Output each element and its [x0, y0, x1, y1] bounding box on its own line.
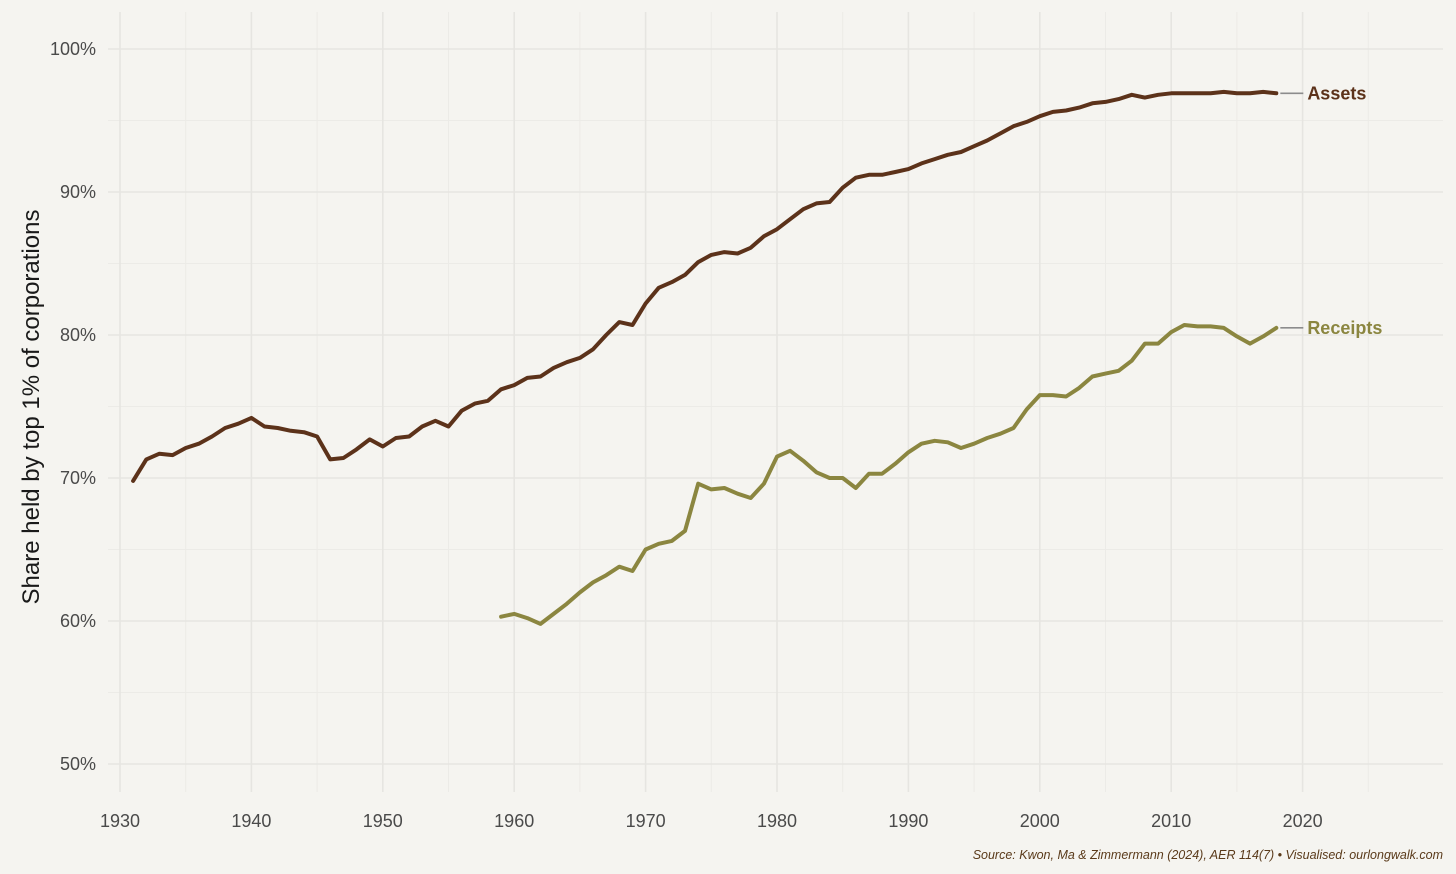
x-tick-label: 1990: [888, 811, 928, 831]
x-tick-label: 2000: [1020, 811, 1060, 831]
series-lines: [131, 89, 1279, 626]
y-tick-label: 100%: [50, 39, 96, 59]
y-axis-ticks: 50% 60% 70% 80% 90% 100%: [50, 39, 96, 774]
x-tick-label: 1940: [231, 811, 271, 831]
x-axis-ticks: 1930 1940 1950 1960 1970 1980 1990 2000 2010 2020: [100, 811, 1323, 831]
y-tick-label: 80%: [60, 325, 96, 345]
major-gridlines: [108, 12, 1443, 792]
y-tick-label: 50%: [60, 754, 96, 774]
x-tick-label: 1970: [626, 811, 666, 831]
y-axis-title: Share held by top 1% of corporations: [18, 210, 45, 605]
x-tick-label: 1930: [100, 811, 140, 831]
minor-gridlines: [108, 12, 1443, 792]
x-tick-label: 1950: [363, 811, 403, 831]
series-end-labels: Assets Receipts: [1280, 83, 1382, 338]
x-tick-label: 1960: [494, 811, 534, 831]
series-label-assets: Assets: [1307, 83, 1366, 103]
y-tick-label: 90%: [60, 182, 96, 202]
series-line-receipts: [499, 323, 1279, 626]
x-tick-label: 1980: [757, 811, 797, 831]
y-tick-label: 60%: [60, 611, 96, 631]
y-tick-label: 70%: [60, 468, 96, 488]
series-label-receipts: Receipts: [1307, 318, 1382, 338]
x-tick-label: 2020: [1283, 811, 1323, 831]
series-line-assets: [131, 89, 1279, 483]
source-note: Source: Kwon, Ma & Zimmermann (2024), AE…: [973, 848, 1443, 862]
x-tick-label: 2010: [1151, 811, 1191, 831]
